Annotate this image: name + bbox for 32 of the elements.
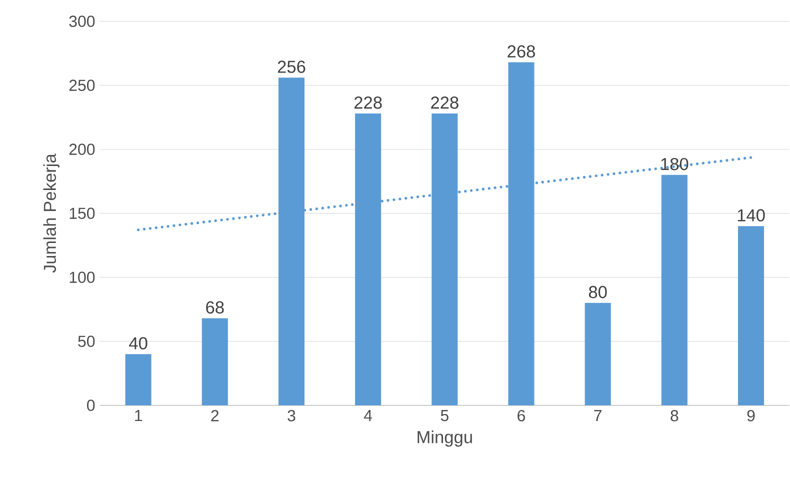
x-tick-label: 5 xyxy=(440,410,448,422)
data-label: 180 xyxy=(661,158,688,170)
bar xyxy=(202,318,228,406)
y-tick-label: 0 xyxy=(87,400,95,411)
x-tick-label: 2 xyxy=(211,410,219,422)
x-tick-label: 6 xyxy=(518,410,525,422)
bar xyxy=(584,302,611,406)
y-axis-title: Jumlah Pekerja xyxy=(43,154,60,273)
x-axis-title: Minggu xyxy=(418,430,472,447)
x-tick-label: 9 xyxy=(747,410,755,422)
x-tick-label: 1 xyxy=(135,410,142,422)
x-tick-label: 7 xyxy=(594,410,602,422)
data-label: 68 xyxy=(206,301,224,314)
data-label: 228 xyxy=(431,96,458,109)
data-label: 228 xyxy=(354,96,382,109)
y-tick-label: 100 xyxy=(70,272,95,283)
data-label: 256 xyxy=(278,60,306,73)
y-tick-label: 250 xyxy=(69,80,95,91)
y-tick-label: 300 xyxy=(69,16,95,27)
y-tick-label: 150 xyxy=(70,208,95,219)
bar xyxy=(661,174,688,406)
x-tick-label: 8 xyxy=(670,410,678,422)
y-tick-label: 50 xyxy=(78,336,95,347)
data-label: 80 xyxy=(588,286,607,298)
data-label: 140 xyxy=(738,209,765,222)
data-label: 40 xyxy=(129,337,148,350)
data-label: 268 xyxy=(508,45,535,58)
x-tick-label: 3 xyxy=(288,410,296,422)
bar xyxy=(738,226,764,406)
x-tick-label: 4 xyxy=(364,410,372,422)
bar xyxy=(125,354,152,406)
y-tick-label: 200 xyxy=(69,144,95,155)
